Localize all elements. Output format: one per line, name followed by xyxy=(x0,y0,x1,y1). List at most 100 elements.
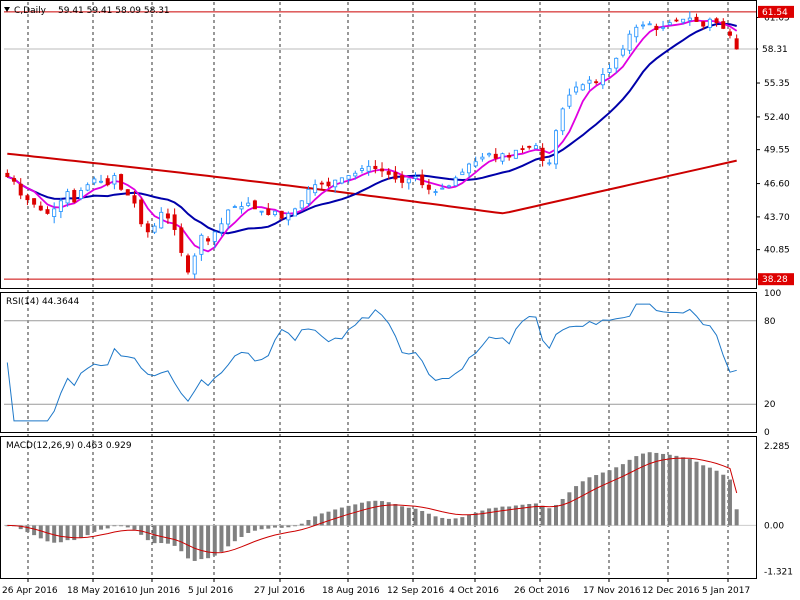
macd-bar xyxy=(714,470,719,526)
macd-bar xyxy=(661,453,666,526)
candle-body xyxy=(105,178,110,186)
macd-bar xyxy=(179,525,184,552)
candle-body xyxy=(707,18,712,28)
macd-bar xyxy=(112,525,117,527)
macd-bar xyxy=(540,505,545,526)
price-tick-label: 43.70 xyxy=(764,213,790,223)
date-label: 5 Jan 2017 xyxy=(702,586,750,596)
rsi-axis: 100 80 20 0 xyxy=(764,289,781,438)
candle-body xyxy=(45,209,50,214)
candle-body xyxy=(627,33,632,51)
macd-bar xyxy=(527,503,532,526)
candle-body xyxy=(567,94,572,107)
macd-bar xyxy=(681,457,686,526)
ma-fast-line xyxy=(7,19,738,253)
macd-bar xyxy=(186,525,190,559)
main-pane-header: C,Daily 59.41 59.41 58.09 58.31 xyxy=(4,6,170,16)
macd-bar xyxy=(219,525,224,552)
price-tick-label: 61.05 xyxy=(764,14,790,24)
macd-title: MACD(12,26,9) 0.463 0.929 xyxy=(6,441,132,451)
macd-bar xyxy=(18,525,23,530)
candle-body xyxy=(246,202,251,206)
candle-body xyxy=(192,255,197,275)
candle-body xyxy=(727,31,732,36)
macd-bar xyxy=(654,452,659,526)
macd-bar xyxy=(567,492,572,526)
date-label: 10 Jun 2016 xyxy=(126,586,180,596)
candle-body xyxy=(92,178,97,184)
candle-body xyxy=(453,177,458,187)
candle-body xyxy=(165,213,170,219)
macd-bar xyxy=(380,501,385,526)
macd-bar xyxy=(701,465,706,526)
date-label: 4 Oct 2016 xyxy=(449,586,499,596)
macd-histogram xyxy=(5,452,739,561)
macd-bar xyxy=(299,523,304,526)
candle-body xyxy=(185,255,190,273)
macd-bar xyxy=(226,525,231,547)
candle-body xyxy=(145,223,150,233)
macd-signal-series xyxy=(7,457,738,554)
candle-body xyxy=(661,26,666,29)
date-label: 5 Jul 2016 xyxy=(188,586,233,596)
date-label: 12 Sep 2016 xyxy=(387,586,444,596)
candle-body xyxy=(467,163,472,174)
candle-body xyxy=(507,155,512,158)
macd-bar xyxy=(373,500,378,526)
candle-body xyxy=(560,108,565,132)
candle-body xyxy=(446,185,451,188)
candle-body xyxy=(547,162,552,165)
symbol-label: C,Daily xyxy=(14,6,47,16)
macd-bar xyxy=(533,503,538,526)
macd-bar xyxy=(386,502,391,526)
rsi-line xyxy=(6,303,737,422)
candle-body xyxy=(366,165,371,172)
candle-body xyxy=(694,16,699,22)
macd-bar xyxy=(266,525,271,529)
candle-body xyxy=(179,227,184,253)
candle-body xyxy=(440,187,445,190)
macd-tick-label: -1.321 xyxy=(764,568,793,578)
macd-bar xyxy=(607,470,612,526)
macd-bar xyxy=(587,477,592,526)
last-price-tag-bg xyxy=(758,43,794,56)
candle-body xyxy=(152,225,157,233)
candle-body xyxy=(346,175,351,180)
macd-bar xyxy=(286,525,291,528)
candle-body xyxy=(734,38,739,50)
candle-body xyxy=(480,156,485,160)
macd-bar xyxy=(627,459,632,526)
macd-bar xyxy=(734,509,739,526)
date-label: 26 Apr 2016 xyxy=(2,586,58,596)
candle-body xyxy=(172,214,177,230)
dropdown-triangle-icon[interactable] xyxy=(4,7,10,12)
macd-bar xyxy=(58,525,63,543)
price-axis: 61.05 58.31 55.35 52.40 49.55 46.60 43.70 40.85… xyxy=(756,5,794,286)
candle-body xyxy=(614,57,619,69)
macd-bar xyxy=(667,454,672,526)
candle-body xyxy=(687,17,692,21)
candle-body xyxy=(25,195,30,201)
rsi-tick-label: 0 xyxy=(764,428,770,438)
macd-bar xyxy=(647,452,652,526)
rsi-tick-label: 80 xyxy=(764,317,776,327)
price-tick-label: 55.35 xyxy=(764,79,790,89)
macd-bar xyxy=(580,481,585,526)
candle-body xyxy=(701,21,706,27)
candle-body xyxy=(18,183,23,196)
candle-body xyxy=(721,21,726,29)
candle-body xyxy=(206,238,211,242)
macd-bar xyxy=(500,506,505,526)
candle-body xyxy=(119,174,124,190)
candle-body xyxy=(640,24,645,27)
price-tick-label: 52.40 xyxy=(764,113,790,123)
macd-bar xyxy=(232,525,237,542)
macd-bar xyxy=(25,525,30,533)
candle-body xyxy=(400,175,405,183)
candle-body xyxy=(65,191,70,204)
candle-body xyxy=(132,195,137,204)
macd-bar xyxy=(326,511,331,526)
price-tick-label: 46.60 xyxy=(764,180,790,190)
candle-body xyxy=(654,25,659,30)
